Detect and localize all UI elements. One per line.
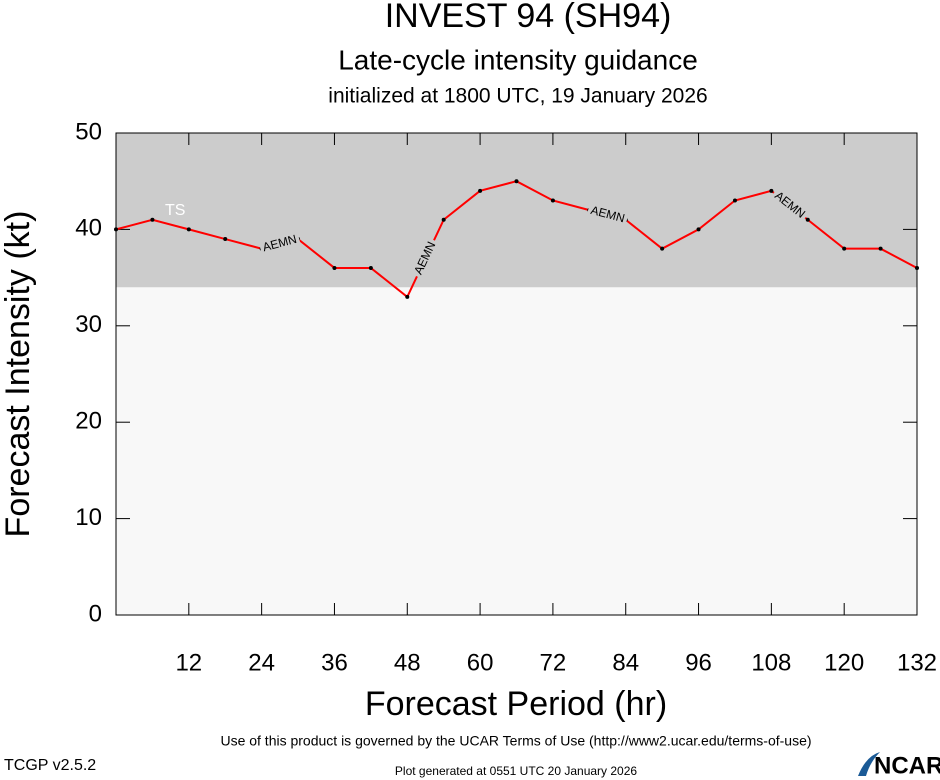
data-point bbox=[805, 217, 810, 222]
y-tick-label: 30 bbox=[75, 311, 102, 338]
x-tick-label: 48 bbox=[394, 649, 421, 676]
line-label: AEMN bbox=[586, 203, 629, 227]
band-label: TS bbox=[165, 202, 185, 219]
logo-text: NCAR bbox=[874, 752, 940, 779]
data-point bbox=[441, 217, 446, 222]
data-point bbox=[915, 265, 919, 270]
data-point bbox=[405, 294, 410, 299]
x-tick-label: 24 bbox=[248, 649, 275, 676]
line-label-bg bbox=[258, 231, 301, 256]
data-point bbox=[368, 265, 373, 270]
data-point bbox=[769, 188, 774, 193]
data-point bbox=[514, 179, 519, 184]
x-tick-label: 96 bbox=[685, 649, 712, 676]
intensity-band bbox=[116, 133, 917, 288]
y-tick-label: 10 bbox=[75, 504, 102, 531]
terms-note: Use of this product is governed by the U… bbox=[220, 733, 811, 749]
line-label-bg bbox=[410, 237, 441, 280]
x-tick-label: 84 bbox=[612, 649, 639, 676]
chart-title: INVEST 94 (SH94) bbox=[385, 0, 672, 35]
data-point bbox=[223, 237, 228, 242]
y-tick-label: 50 bbox=[75, 118, 102, 145]
y-tick-label: 40 bbox=[75, 215, 102, 242]
logo-mark bbox=[858, 752, 880, 776]
line-label: AEMN bbox=[258, 231, 301, 256]
y-axis-label: Forecast Intensity (kt) bbox=[0, 211, 37, 538]
data-point bbox=[114, 227, 118, 232]
plot-frame bbox=[115, 132, 918, 616]
version: TCGP v2.5.2 bbox=[4, 757, 96, 774]
x-tick-label: 60 bbox=[467, 649, 494, 676]
data-point bbox=[186, 227, 191, 232]
y-tick-label: 20 bbox=[75, 408, 102, 435]
data-point bbox=[660, 246, 665, 251]
x-tick-label: 120 bbox=[824, 649, 864, 676]
x-tick-label: 12 bbox=[175, 649, 202, 676]
x-tick-label: 36 bbox=[321, 649, 348, 676]
y-tick-label: 0 bbox=[89, 600, 102, 627]
data-point bbox=[696, 227, 701, 232]
data-point bbox=[842, 246, 847, 251]
init-time: initialized at 1800 UTC, 19 January 2026 bbox=[328, 85, 707, 108]
data-point bbox=[732, 198, 737, 203]
line-label-bg bbox=[586, 203, 629, 227]
line-label-bg bbox=[769, 187, 810, 224]
chart-subtitle: Late-cycle intensity guidance bbox=[338, 44, 698, 75]
logo: NCAR bbox=[858, 752, 940, 779]
data-point bbox=[878, 246, 883, 251]
x-axis-label: Forecast Period (hr) bbox=[365, 685, 667, 723]
data-point bbox=[478, 188, 483, 193]
x-tick-label: 108 bbox=[751, 649, 791, 676]
data-point bbox=[550, 198, 555, 203]
generated-note: Plot generated at 0551 UTC 20 January 20… bbox=[395, 764, 637, 778]
data-point bbox=[332, 265, 337, 270]
x-tick-label: 72 bbox=[540, 649, 567, 676]
data-point bbox=[150, 217, 155, 222]
x-tick-label: 132 bbox=[897, 649, 937, 676]
